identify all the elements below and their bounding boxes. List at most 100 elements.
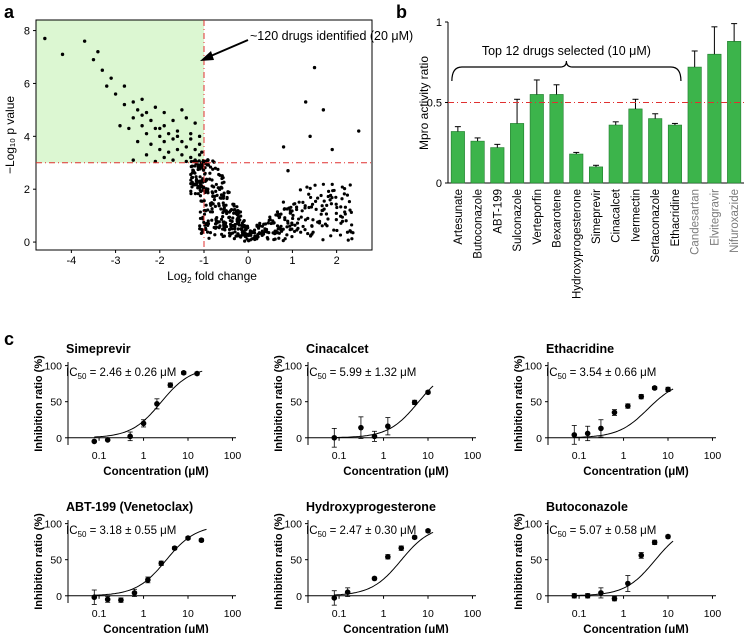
volcano-point [347,199,352,204]
volcano-point [232,237,236,241]
y-tick-label: 0 [296,433,302,445]
volcano-point [330,182,334,186]
volcano-point [265,235,269,240]
y-tick-label: 50 [530,555,542,567]
data-point [385,423,391,430]
volcano-point [320,224,324,228]
bar [648,118,663,184]
volcano-point [219,196,223,200]
volcano-point [321,182,325,186]
volcano-point-significant [60,52,65,57]
volcano-point [206,208,210,212]
volcano-point [334,211,338,215]
volcano-point-significant [149,142,153,146]
volcano-point [206,158,210,162]
volcano-point [217,172,221,177]
bar [588,166,604,184]
volcano-point [189,178,193,182]
volcano-point [346,238,350,242]
data-point [571,432,578,438]
data-point [171,545,178,551]
volcano-point [334,218,338,222]
volcano-point [319,212,323,216]
x-tick-label: 1 [621,450,627,462]
bracket-label: Top 12 drugs selected (10 μM) [482,44,651,58]
category-label: ABT-199 [492,189,504,234]
volcano-point [222,194,226,198]
volcano-point [277,215,281,220]
volcano-point [321,238,325,242]
volcano-point [248,238,253,242]
volcano-point-significant [135,139,140,144]
volcano-point [348,229,352,233]
data-point [331,434,338,441]
bar [510,123,525,184]
x-axis-label: Concentration (μM) [343,466,449,478]
volcano-point-significant [43,36,47,41]
volcano-point-significant [166,131,171,136]
volcano-point [210,190,214,194]
volcano-point [198,188,202,192]
volcano-point [343,210,347,214]
data-point [131,590,138,596]
volcano-point [236,234,240,238]
volcano-point [189,165,193,169]
volcano-point [330,147,334,152]
data-point [425,389,431,396]
volcano-point [193,192,198,196]
volcano-point-significant [184,145,189,149]
volcano-point [208,171,212,175]
volcano-point [305,185,309,189]
volcano-point [308,186,312,190]
volcano-point [193,171,197,175]
data-point [180,370,187,376]
volcano-point [301,200,305,204]
x-tick-label: -2 [155,255,165,267]
data-point [651,539,658,546]
volcano-point [204,190,208,194]
volcano-point-significant [193,147,197,152]
volcano-point [269,221,273,226]
x-tick-label: 10 [422,608,434,620]
volcano-point [294,205,299,209]
volcano-point-significant [193,121,197,125]
volcano-point [221,201,225,205]
volcano-point [258,224,262,228]
volcano-point [275,224,280,228]
category-label: Hydroxyprogesterone [571,189,583,299]
volcano-point [220,232,224,236]
volcano-point [213,233,217,237]
volcano-point-significant [144,110,149,115]
data-point [167,382,174,388]
volcano-point [260,224,264,228]
y-tick-label: 50 [50,555,62,567]
y-tick-label: 2 [24,184,30,196]
volcano-point [189,192,193,196]
volcano-point [252,228,257,232]
volcano-point [196,165,200,169]
y-axis-label: Inhibition ratio (%) [513,355,525,452]
volcano-point [227,231,232,235]
volcano-point [279,212,283,216]
volcano-point [215,193,219,197]
volcano-point-significant [162,139,166,144]
volcano-point [198,216,203,221]
category-label: Butoconazole [473,189,485,259]
volcano-point-significant [184,159,189,164]
volcano-point [303,204,307,208]
category-label: Sulconazole [512,189,524,252]
ic50-label: IC50 = 3.54 ± 0.66 μM [546,367,656,381]
x-tick-label: 0.1 [92,608,107,620]
volcano-point [295,228,299,232]
volcano-point-significant [189,137,193,141]
data-point [331,595,338,601]
volcano-point [309,195,313,200]
y-axis-label: −Log₁₀ p value [3,96,17,174]
volcano-point [317,219,322,223]
volcano-point [293,223,297,227]
x-tick-label: 1 [289,255,295,267]
volcano-point [245,226,249,230]
volcano-point [291,216,295,221]
volcano-point [210,207,214,211]
data-point [425,528,431,534]
